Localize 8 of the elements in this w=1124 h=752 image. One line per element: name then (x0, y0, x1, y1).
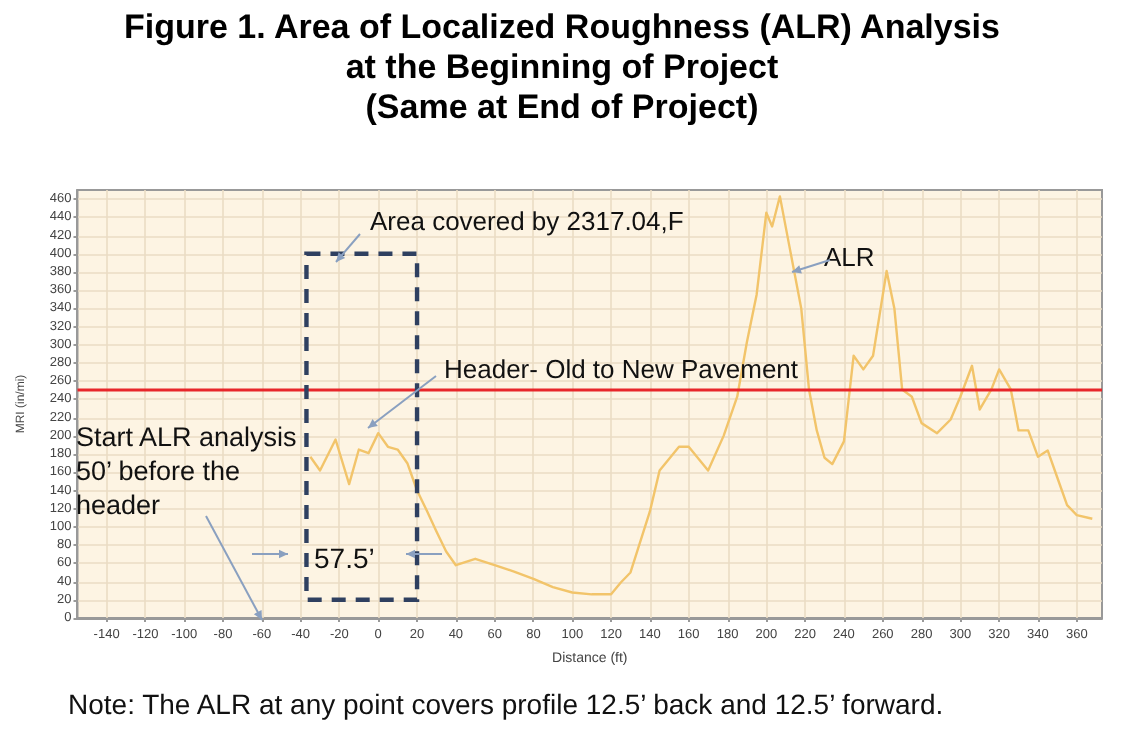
line-series (309, 195, 1094, 596)
annotation: Area covered by 2317.04,F (370, 204, 684, 238)
annotation: Start ALR analysis 50’ before the header (76, 420, 297, 522)
annotation: ALR (824, 240, 875, 274)
chart-title: Figure 1. Area of Localized Roughness (ALR) Analysis at the Beginning of Project (Same at End of Project) (122, 8, 1002, 128)
annotation: Header- Old to New Pavement (444, 352, 799, 386)
annotation: 57.5’ (314, 542, 375, 576)
text: Note: The ALR at any point covers profile 12.5’ back and 12.5’ forward. (68, 688, 944, 722)
